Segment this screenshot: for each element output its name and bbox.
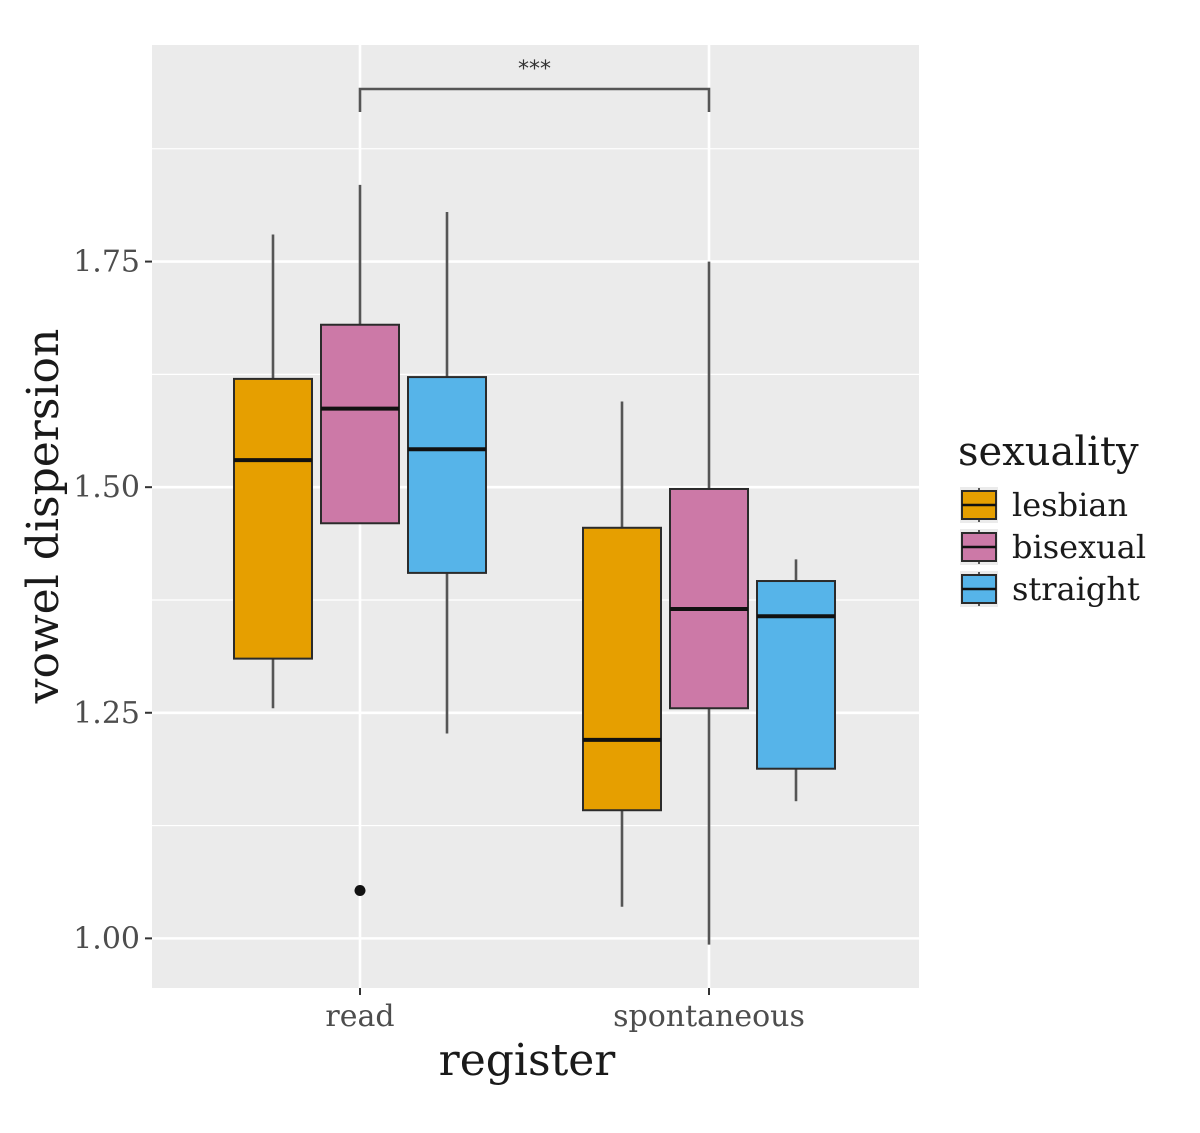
x-axis-title: register: [439, 1035, 617, 1086]
legend-item-bisexual: bisexual: [960, 528, 1146, 566]
y-tick-label: 1.25: [73, 696, 140, 731]
box-bisexual-spontaneous: [669, 261, 749, 945]
box-straight-read: [407, 211, 487, 734]
box-lesbian-spontaneous: [582, 401, 662, 907]
box-body: [669, 487, 749, 710]
legend-items: lesbian bisexual straight: [960, 486, 1146, 608]
significance-bracket: [358, 87, 711, 112]
legend-label: lesbian: [1012, 486, 1128, 524]
axes: 1.00 1.25 1.50 1.75 read spontaneous: [73, 245, 805, 1034]
box-body: [233, 377, 313, 660]
box-body: [756, 580, 836, 770]
y-tick-label: 1.50: [73, 470, 140, 505]
x-tick-label: read: [325, 999, 394, 1034]
legend-item-straight: straight: [960, 570, 1140, 608]
outlier-point: [354, 885, 366, 897]
y-axis-title: vowel dispersion: [18, 329, 69, 705]
boxes: [233, 184, 836, 945]
x-tick-label: spontaneous: [613, 999, 805, 1034]
box-body: [582, 526, 662, 812]
box-bisexual-read: [320, 184, 400, 897]
significance-label: ***: [518, 57, 551, 82]
box-body: [407, 376, 487, 574]
box-lesbian-read: [233, 234, 313, 709]
box-body: [320, 323, 400, 525]
box-straight-spontaneous: [756, 559, 836, 802]
legend-label: bisexual: [1012, 528, 1146, 566]
legend: sexuality lesbian bisexual straight: [958, 429, 1146, 608]
y-tick-label: 1.00: [73, 921, 140, 956]
legend-label: straight: [1012, 570, 1140, 608]
legend-title: sexuality: [958, 429, 1139, 475]
annotations: ***: [358, 57, 711, 112]
legend-item-lesbian: lesbian: [960, 486, 1128, 524]
y-tick-label: 1.75: [73, 245, 140, 280]
